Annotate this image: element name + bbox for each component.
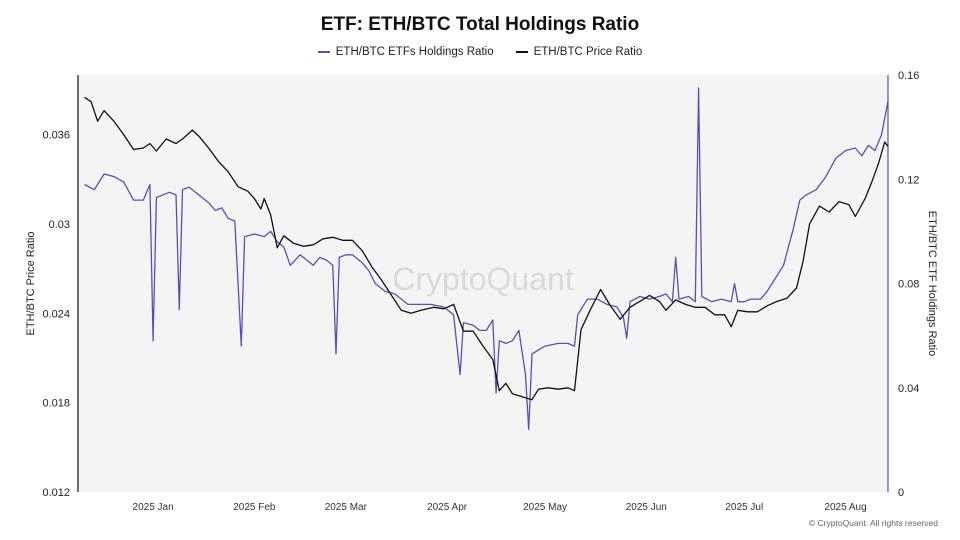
- y-tick-label-right: 0.08: [898, 279, 919, 291]
- y-axis-label-right: ETH/BTC ETF Holdings Ratio: [926, 211, 938, 356]
- x-tick-label: 2025 Jan: [133, 502, 174, 513]
- y-tick-label-right: 0.04: [898, 383, 919, 395]
- legend-swatch-etf-holdings: [317, 51, 330, 53]
- y-tick-label-left: 0.03: [49, 219, 70, 231]
- x-tick-label: 2025 May: [523, 502, 567, 513]
- legend-item-price-ratio[interactable]: ETH/BTC Price Ratio: [515, 46, 643, 58]
- series-line-etf-holdings: [84, 87, 889, 431]
- x-tick-label: 2025 Feb: [233, 502, 276, 513]
- legend-swatch-price-ratio: [515, 51, 528, 53]
- y-tick-label-right: 0.12: [898, 174, 919, 186]
- legend-item-etf-holdings[interactable]: ETH/BTC ETFs Holdings Ratio: [317, 46, 494, 58]
- legend-label-price-ratio: ETH/BTC Price Ratio: [533, 46, 643, 58]
- y-tick-label-right: 0.16: [898, 70, 919, 82]
- y-tick-label-left: 0.036: [42, 130, 70, 142]
- watermark: CryptoQuant: [392, 261, 574, 297]
- x-tick-label: 2025 Jun: [626, 502, 667, 513]
- y-tick-label-left: 0.024: [42, 308, 70, 320]
- y-tick-label-right: 0: [898, 487, 904, 499]
- series-lines: [84, 87, 889, 431]
- x-tick-label: 2025 Mar: [325, 502, 368, 513]
- plot-background: [78, 75, 888, 492]
- axes: 0.012 0.018 0.024 0.03 0.036 0 0.04 0.08 0.12 0.1…: [42, 70, 919, 513]
- legend-label-etf-holdings: ETH/BTC ETFs Holdings Ratio: [335, 46, 494, 58]
- y-axis-label-left: ETH/BTC Price Ratio: [25, 232, 37, 336]
- x-tick-label: 2025 Jul: [725, 502, 763, 513]
- series-line-price-ratio: [84, 96, 889, 401]
- y-tick-label-left: 0.018: [42, 398, 70, 410]
- chart-legend: ETH/BTC ETFs Holdings Ratio ETH/BTC Pric…: [0, 46, 960, 58]
- chart-title: ETF: ETH/BTC Total Holdings Ratio: [320, 14, 640, 35]
- y-tick-label-left: 0.012: [42, 487, 70, 499]
- x-tick-label: 2025 Aug: [824, 502, 866, 513]
- x-tick-label: 2025 Apr: [427, 502, 468, 513]
- copyright-footer: © CryptoQuant. All rights reserved: [808, 518, 938, 528]
